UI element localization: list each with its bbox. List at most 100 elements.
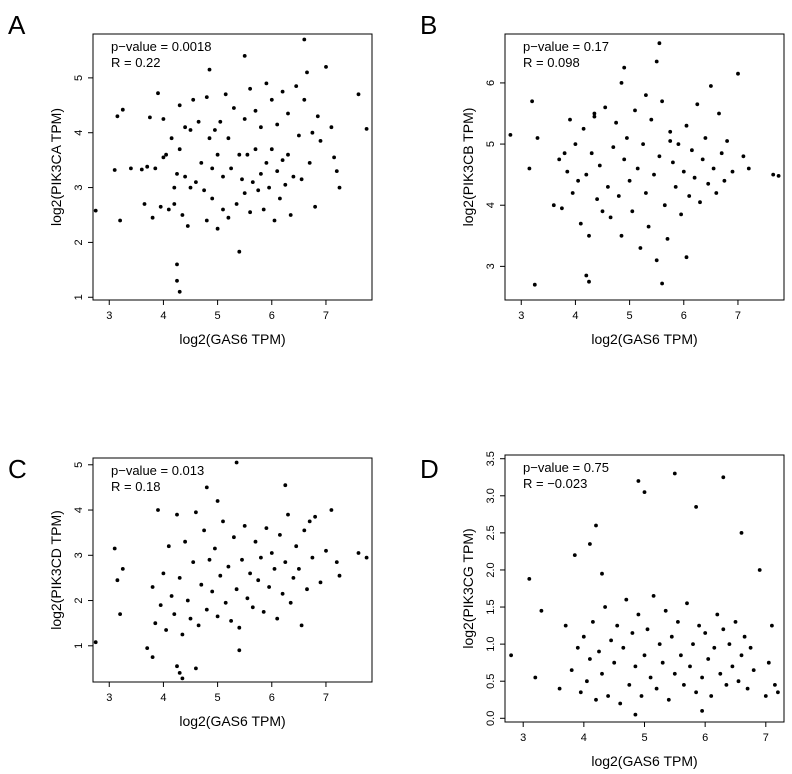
x-tick-label: 3 — [106, 692, 112, 704]
scatter-point — [185, 224, 190, 228]
y-tick-label: 3 — [73, 185, 85, 191]
scatter-point — [261, 207, 266, 212]
scatter-point — [129, 166, 133, 171]
scatter-point — [267, 185, 271, 190]
scatter-point — [633, 712, 638, 717]
y-tick-label: 4 — [73, 130, 85, 136]
scatter-point — [636, 479, 641, 483]
y-axis-label: log2(PIK3CA TPM) — [48, 108, 64, 226]
scatter-point — [630, 631, 635, 635]
scatter-point — [712, 645, 717, 650]
scatter-point — [672, 471, 677, 476]
r-value-text: R = −0.023 — [523, 476, 587, 491]
scatter-point — [153, 621, 158, 626]
scatter-point — [356, 92, 361, 97]
y-tick-label: 1 — [73, 643, 85, 649]
scatter-point — [703, 136, 708, 140]
scatter-point — [532, 282, 537, 287]
x-tick-label: 6 — [681, 310, 687, 322]
scatter-point — [288, 213, 293, 217]
scatter-point — [215, 226, 220, 231]
scatter-point — [609, 638, 613, 643]
scatter-point — [242, 524, 247, 528]
scatter-point — [334, 560, 339, 564]
scatter-point — [563, 623, 568, 628]
scatter-point — [641, 142, 645, 147]
scatter-point — [616, 194, 621, 198]
scatter-point — [156, 91, 160, 96]
scatter-point — [337, 185, 342, 190]
scatter-point — [259, 125, 263, 130]
scatter-point — [730, 664, 735, 669]
scatter-point — [234, 202, 239, 206]
scatter-point — [635, 166, 640, 171]
scatter-point — [226, 136, 231, 141]
panel-letter: B — [420, 10, 437, 40]
scatter-point — [115, 114, 120, 119]
scatter-point — [660, 99, 664, 104]
scatter-point — [714, 191, 719, 195]
scatter-point — [161, 571, 166, 576]
scatter-point — [175, 262, 179, 267]
scatter-point — [191, 560, 196, 564]
scatter-point — [112, 546, 117, 551]
x-tick-label: 7 — [735, 310, 741, 322]
scatter-point — [739, 653, 744, 658]
y-tick-label: 1 — [73, 294, 85, 300]
scatter-point — [207, 136, 212, 141]
x-tick-label: 3 — [106, 310, 112, 322]
scatter-point — [736, 71, 740, 76]
scatter-point — [600, 571, 604, 576]
scatter-point — [334, 169, 339, 174]
scatter-point — [223, 600, 228, 605]
scatter-point — [118, 218, 122, 223]
scatter-point — [595, 197, 599, 202]
scatter-point — [310, 130, 315, 135]
scatter-point — [175, 664, 179, 669]
scatter-point — [145, 164, 150, 169]
scatter-point — [660, 281, 664, 286]
y-tick-label: 2.0 — [485, 562, 497, 577]
y-tick-label: 4 — [73, 507, 85, 513]
scatter-point — [297, 567, 301, 571]
scatter-point — [215, 499, 220, 503]
scatter-point — [329, 508, 334, 512]
scatter-point — [226, 564, 231, 569]
scatter-point — [283, 483, 288, 488]
p-value-text: p−value = 0.0018 — [111, 39, 211, 54]
scatter-point — [673, 185, 678, 189]
scatter-point — [364, 126, 369, 131]
scatter-point — [706, 181, 711, 186]
scatter-point — [649, 117, 654, 122]
scatter-points — [93, 460, 369, 681]
scatter-point — [770, 623, 774, 628]
scatter-point — [202, 528, 207, 533]
scatter-point — [180, 213, 185, 217]
scatter-point — [557, 686, 562, 691]
scatter-point — [627, 178, 632, 183]
scatter-point — [329, 125, 334, 130]
scatter-point — [721, 475, 726, 480]
scatter-point — [741, 154, 746, 159]
scatter-point — [245, 152, 250, 157]
x-axis-label: log2(GAS6 TPM) — [179, 713, 285, 729]
scatter-point — [242, 191, 247, 196]
scatter-point — [654, 686, 659, 691]
scatter-point — [724, 683, 729, 687]
x-tick-label: 3 — [518, 310, 524, 322]
scatter-point — [594, 523, 598, 528]
scatter-point — [535, 136, 540, 140]
scatter-point — [539, 608, 544, 613]
scatter-point — [166, 207, 171, 212]
scatter-point — [142, 202, 147, 206]
y-tick-label: 3 — [485, 263, 497, 269]
scatter-point — [679, 653, 683, 658]
scatter-point — [166, 544, 171, 549]
scatter-point — [204, 95, 209, 99]
scatter-point — [356, 551, 361, 555]
scatter-point — [560, 206, 564, 211]
y-tick-label: 1.0 — [485, 636, 497, 651]
scatter-point — [313, 514, 317, 519]
scatter-point — [606, 185, 610, 189]
scatter-point — [213, 546, 217, 551]
